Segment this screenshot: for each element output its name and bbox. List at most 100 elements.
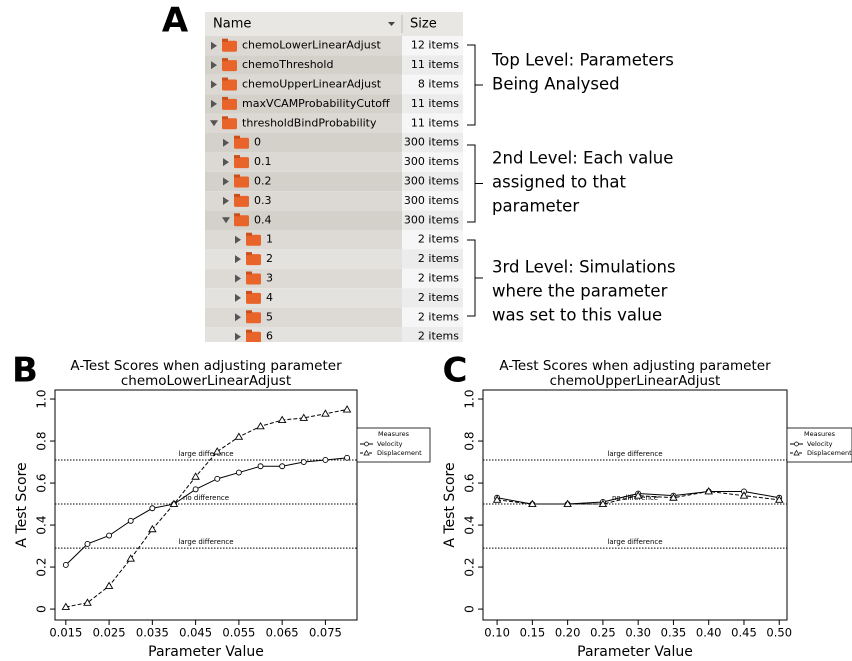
panel-label: C: [443, 351, 468, 391]
x-tick-label: 0.075: [309, 626, 342, 640]
item-name: 0.3: [254, 194, 272, 207]
item-name: chemoThreshold: [242, 58, 333, 71]
data-point: [257, 423, 264, 429]
annotation-text: parameter: [492, 197, 579, 216]
row-bg: [205, 249, 402, 268]
row-bg: [205, 308, 402, 327]
x-tick-label: 0.065: [266, 626, 299, 640]
item-name: 5: [266, 310, 273, 323]
x-tick-label: 0.50: [766, 626, 792, 640]
panel-label: B: [12, 351, 38, 391]
folder-tab: [246, 330, 252, 333]
y-tick-label: 0: [35, 605, 49, 613]
folder-icon: [246, 274, 261, 285]
item-size: 11 items: [411, 97, 459, 110]
item-name: 6: [266, 330, 273, 343]
row-bg: [205, 230, 402, 249]
folder-tab: [246, 233, 252, 236]
data-point: [128, 518, 133, 523]
x-tick-label: 0.055: [222, 626, 255, 640]
item-name: 0.2: [254, 175, 272, 188]
bracket: [467, 45, 483, 125]
item-size: 2 items: [418, 252, 459, 265]
item-name: 3: [266, 272, 273, 285]
column-header: Name: [213, 17, 251, 32]
folder-icon: [234, 177, 249, 188]
folder-tab: [246, 272, 252, 275]
item-size: 2 items: [418, 272, 459, 285]
item-size: 300 items: [404, 155, 459, 168]
x-tick-label: 0.25: [590, 626, 616, 640]
y-tick-label: 0.6: [35, 474, 49, 493]
legend-marker: [365, 442, 369, 446]
plot-frame: [55, 390, 357, 620]
row-bg: [205, 288, 402, 307]
data-point: [235, 433, 242, 439]
bracket: [467, 145, 483, 222]
chart-title: A-Test Scores when adjusting parameter: [70, 358, 342, 374]
reference-label: large difference: [607, 450, 662, 458]
item-name: thresholdBindProbability: [242, 116, 377, 129]
annotation-text: was set to this value: [492, 306, 662, 325]
item-name: chemoUpperLinearAdjust: [242, 78, 382, 91]
y-tick-label: 0: [463, 605, 477, 613]
series-line: [66, 458, 347, 565]
folder-tab: [246, 310, 252, 313]
item-name: 1: [266, 233, 273, 246]
row-bg: [205, 269, 402, 288]
annotation-text: 3rd Level: Simulations: [492, 258, 676, 277]
legend-label: Displacement: [377, 449, 422, 457]
x-tick-label: 0.10: [484, 626, 510, 640]
folder-tab: [222, 116, 228, 119]
chart-subtitle: chemoLowerLinearAdjust: [121, 373, 291, 389]
chart-title: A-Test Scores when adjusting parameter: [499, 358, 771, 374]
plot-frame: [483, 390, 787, 620]
folder-icon: [246, 235, 261, 246]
folder-tab: [234, 136, 240, 139]
folder-tab: [222, 58, 228, 61]
folder-icon: [234, 157, 249, 168]
item-size: 300 items: [404, 136, 459, 149]
y-axis-label: A Test Score: [14, 462, 30, 547]
folder-icon: [246, 293, 261, 304]
folder-tab: [222, 78, 228, 81]
data-point: [215, 476, 220, 481]
reference-label: large difference: [607, 538, 662, 546]
y-tick-label: 0.2: [463, 558, 477, 577]
y-axis-label: A Test Score: [442, 462, 458, 547]
bracket: [467, 240, 483, 316]
folder-tab: [234, 194, 240, 197]
folder-tab: [234, 155, 240, 158]
item-size: 2 items: [418, 330, 459, 343]
annotation-text: where the parameter: [492, 282, 668, 301]
folder-icon: [234, 138, 249, 149]
item-name: 0: [254, 136, 261, 149]
data-point: [107, 533, 112, 538]
item-name: 0.4: [254, 213, 272, 226]
x-tick-label: 0.30: [625, 626, 651, 640]
data-point: [280, 464, 285, 469]
item-size: 12 items: [411, 39, 459, 52]
x-tick-label: 0.025: [93, 626, 126, 640]
item-size: 2 items: [418, 310, 459, 323]
folder-icon: [222, 80, 237, 91]
data-point: [323, 457, 328, 462]
data-point: [345, 455, 350, 460]
folder-icon: [246, 332, 261, 343]
data-point: [150, 506, 155, 511]
item-size: 11 items: [411, 116, 459, 129]
row-bg: [205, 327, 402, 346]
reference-label: no difference: [183, 494, 229, 502]
folder-icon: [246, 254, 261, 265]
x-tick-label: 0.35: [661, 626, 687, 640]
x-axis-label: Parameter Value: [577, 644, 693, 660]
x-tick-label: 0.015: [49, 626, 82, 640]
folder-icon: [246, 312, 261, 323]
folder-tab: [222, 39, 228, 42]
folder-icon: [222, 60, 237, 71]
folder-icon: [222, 118, 237, 129]
item-size: 8 items: [418, 78, 459, 91]
annotation-text: assigned to that: [492, 173, 627, 192]
panel-label: A: [162, 1, 189, 41]
y-tick-label: 0.6: [463, 474, 477, 493]
